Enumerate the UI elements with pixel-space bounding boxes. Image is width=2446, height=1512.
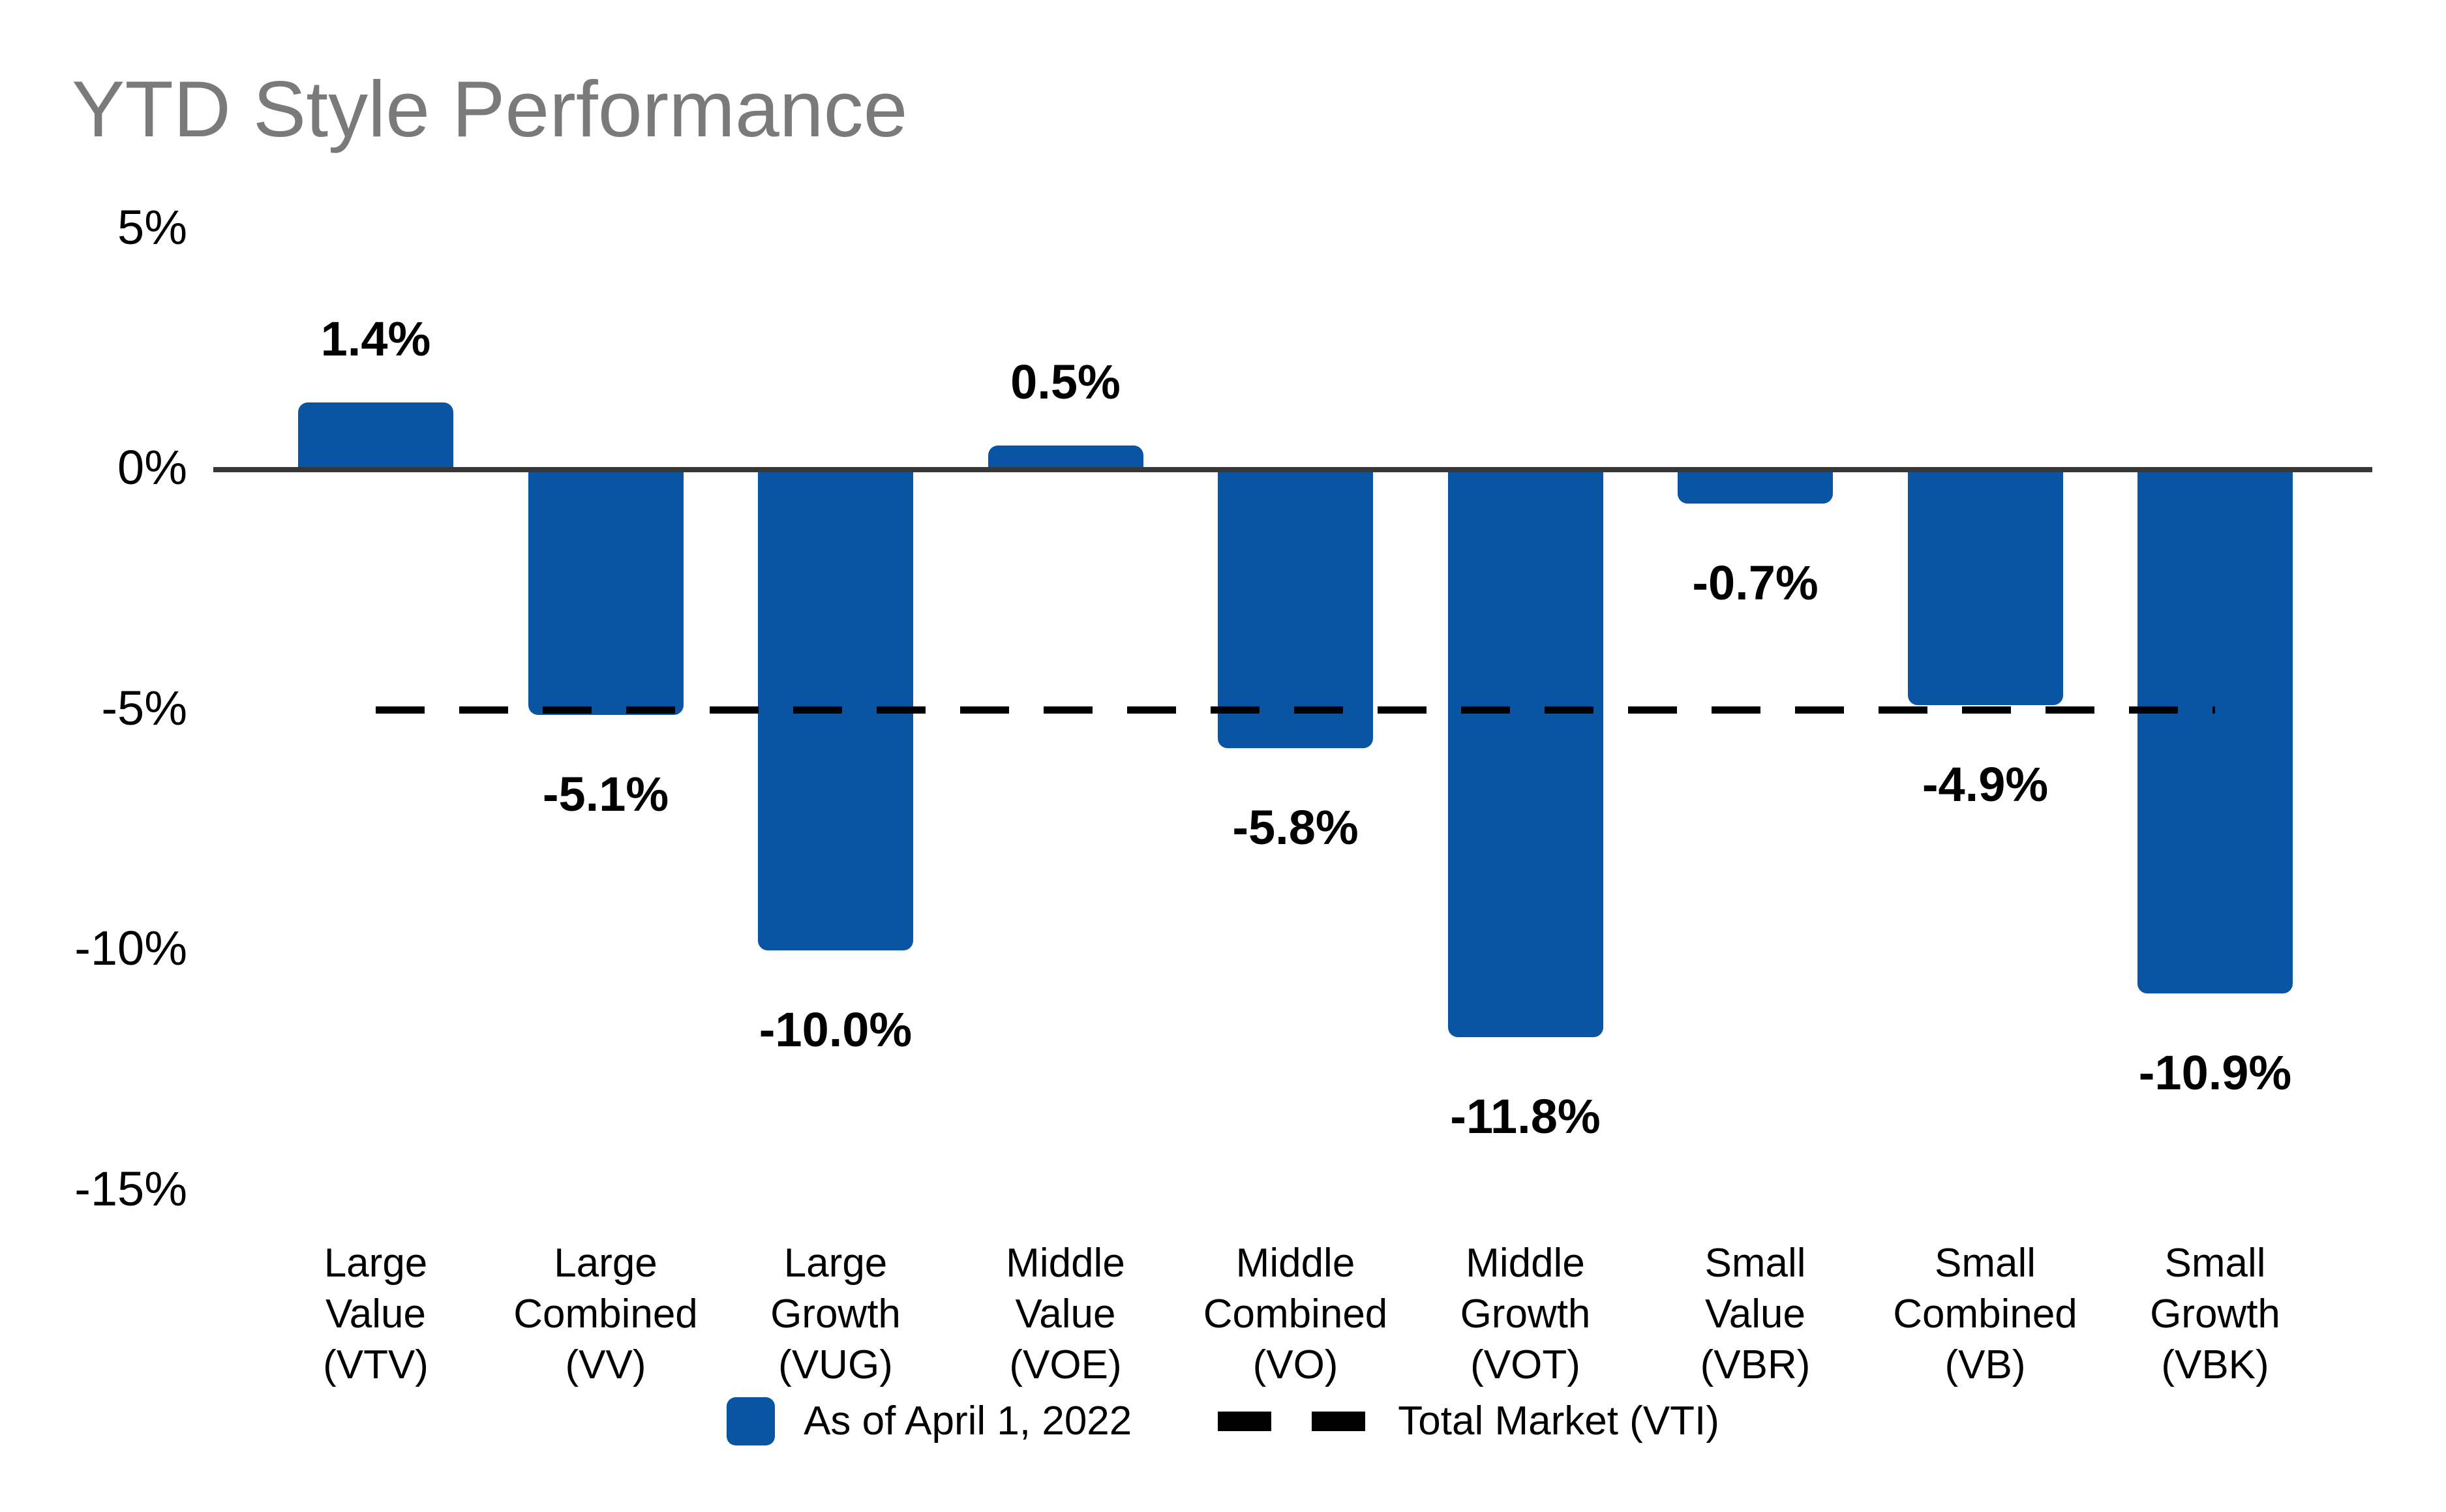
category-label-line: (VBR) (1700, 1342, 1811, 1387)
category-label-line: (VTV) (323, 1342, 429, 1387)
bar-value-label: -5.8% (1232, 800, 1359, 855)
category-label: Small Combined (VB) (1845, 1238, 2126, 1391)
category-label: Small Growth (VBK) (2075, 1238, 2355, 1391)
chart-title: YTD Style Performance (72, 65, 908, 153)
legend-bar-series-label: As of April 1, 2022 (804, 1399, 1132, 1444)
category-label-line: Growth (770, 1292, 901, 1337)
category-label-line: Middle (1466, 1241, 1585, 1286)
category-label-line: (VV) (565, 1342, 646, 1387)
x-axis-line (213, 467, 2372, 472)
legend-dashed-line-icon (1218, 1412, 1366, 1431)
y-tick-label: 5% (117, 200, 187, 254)
category-label-line: (VOT) (1470, 1342, 1580, 1387)
legend: As of April 1, 2022 Total Market (VTI) (0, 1397, 2446, 1445)
category-label-line: Value (1705, 1292, 1805, 1337)
category-label: Small Value (VBR) (1615, 1238, 1895, 1391)
category-label-line: Value (1015, 1292, 1116, 1337)
bar-value-label: -4.9% (1922, 757, 2049, 812)
category-label-line: Large (783, 1241, 888, 1286)
bar-1 (298, 402, 453, 470)
category-label-line: Small (1704, 1241, 1806, 1286)
bar-5 (1218, 470, 1373, 749)
bar-7 (1678, 470, 1833, 504)
category-label: Large Combined (VV) (466, 1238, 746, 1391)
category-label-line: (VBK) (2161, 1342, 2269, 1387)
dash-segment-icon (1218, 1412, 1272, 1431)
bar-value-label: -11.8% (1450, 1089, 1601, 1143)
category-label-line: (VB) (1944, 1342, 2026, 1387)
bar-value-label: 1.4% (320, 311, 431, 366)
bar-value-label: -10.9% (2138, 1046, 2292, 1100)
category-label: Middle Combined (VO) (1155, 1238, 1436, 1391)
bar-8 (1907, 470, 2063, 706)
y-tick-label: 0% (117, 440, 187, 494)
bar-value-label: -5.1% (542, 766, 669, 821)
category-label-line: (VUG) (778, 1342, 893, 1387)
bar-value-label: -10.0% (759, 1003, 913, 1057)
category-label-line: Combined (1893, 1292, 2077, 1337)
category-label-line: Growth (2150, 1292, 2280, 1337)
y-tick-label: -10% (74, 921, 187, 975)
category-label-line: Large (324, 1241, 428, 1286)
y-tick-label: -5% (101, 680, 187, 735)
legend-bar-swatch-icon (727, 1397, 776, 1445)
dash-segment-icon (1312, 1412, 1366, 1431)
category-label-line: Growth (1460, 1292, 1591, 1337)
bar-2 (528, 470, 684, 715)
category-label-line: Combined (513, 1292, 698, 1337)
bar-6 (1447, 470, 1603, 1037)
category-label-line: (VO) (1252, 1342, 1338, 1387)
category-label-line: Large (554, 1241, 657, 1286)
bar-value-label: -0.7% (1692, 555, 1819, 610)
legend-line-series-label: Total Market (VTI) (1398, 1399, 1719, 1444)
category-label: Middle Value (VOE) (926, 1238, 1206, 1391)
y-tick-label: -15% (74, 1161, 187, 1216)
category-label-line: Value (325, 1292, 426, 1337)
category-label-line: Small (2164, 1241, 2266, 1286)
bar-9 (2137, 470, 2293, 994)
bar-value-label: 0.5% (1010, 355, 1121, 410)
category-label: Large Value (VTV) (235, 1238, 516, 1391)
category-label-line: Middle (1006, 1241, 1125, 1286)
category-label-line: (VOE) (1009, 1342, 1122, 1387)
category-label-line: Middle (1235, 1241, 1355, 1286)
category-label: Large Growth (VUG) (695, 1238, 976, 1391)
category-label-line: Small (1934, 1241, 2036, 1286)
bar-4 (988, 446, 1143, 470)
total-market-reference-line (376, 706, 2215, 714)
category-label: Middle Growth (VOT) (1385, 1238, 1666, 1391)
category-label-line: Combined (1203, 1292, 1388, 1337)
